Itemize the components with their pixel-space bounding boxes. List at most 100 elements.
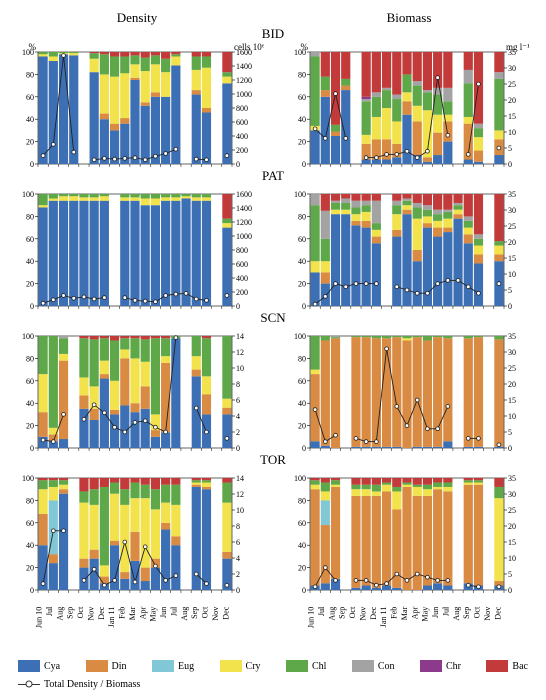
bar-Cry [161,356,170,363]
bar-Chl [181,194,190,196]
line-marker [164,294,168,298]
line-marker [174,147,178,151]
svg-text:Feb: Feb [118,607,127,619]
bar-Bac [141,336,150,339]
line-marker [72,296,76,300]
line-marker [205,430,209,434]
line-marker [395,405,399,409]
bar-Din [331,338,340,448]
bar-Cry [90,59,99,72]
bar-Chl [402,74,411,92]
bar-Cry [311,261,320,272]
svg-text:100: 100 [294,474,306,483]
bar-Chl [49,194,58,198]
bar-Con [443,210,452,212]
svg-text:40: 40 [298,257,306,266]
panel-wrap-TOR-Biomass: 02040608010005101520253035 [282,466,536,596]
bar-Cry [130,498,139,532]
bar-Cry [433,487,442,489]
line-marker [123,540,127,544]
svg-text:%: % [29,42,37,52]
svg-text:Apr: Apr [410,606,419,619]
bar-Cry [90,197,99,200]
bar-Din [392,337,401,447]
svg-text:25: 25 [508,506,516,515]
bar-Cya [120,201,129,306]
bar-Cry [39,489,48,514]
svg-text:60: 60 [26,377,34,386]
line-marker [62,294,66,298]
bar-Din [202,487,211,489]
bar-Chl [222,219,231,223]
bar-Din [39,412,48,437]
svg-text:0: 0 [30,160,34,169]
bar-Cya [413,261,422,306]
bar-Din [90,409,99,420]
bar-Din [79,559,88,568]
svg-text:30: 30 [508,64,516,73]
bar-Chl [120,338,129,349]
bar-Bac [494,478,503,487]
bar-Chl [49,336,58,428]
bar-Chl [392,205,401,214]
line-marker [405,579,409,583]
bar-Din [443,121,452,141]
bar-Chl [494,487,503,498]
bar-Con [453,203,462,205]
bar-Chl [331,480,340,484]
svg-text:5: 5 [508,144,512,153]
bar-Con [392,95,401,99]
bar-Din [402,340,411,448]
bar-Cya [120,579,129,590]
bar-Bac [443,194,452,210]
bar-Chl [120,489,129,505]
bar-Chl [69,194,78,196]
bar-Cry [171,505,180,536]
bar-Chl [392,99,401,121]
bar-Chl [331,203,340,210]
bar-Din [59,489,68,493]
bar-Chl [341,203,350,210]
svg-text:0: 0 [236,302,240,311]
line-marker [477,585,481,589]
bar-Cya [494,155,503,164]
bar-Cya [79,201,88,306]
bar-Din [331,487,340,579]
svg-text:80: 80 [298,354,306,363]
bar-Chl [90,339,99,386]
bar-Bac [202,478,211,480]
bar-Din [120,358,129,405]
legend-Cya: Cya [18,660,60,672]
line-marker [405,288,409,292]
bar-Cya [141,581,150,590]
line-marker [395,285,399,289]
bar-Din [474,254,483,263]
svg-text:40: 40 [298,541,306,550]
bar-Chl [423,485,432,489]
svg-text:60: 60 [26,235,34,244]
bar-Cry [402,92,411,101]
svg-text:25: 25 [508,222,516,231]
bar-Din [382,338,391,447]
bar-Con [464,70,473,83]
svg-text:May: May [421,606,430,622]
panel-wrap-PAT-Density: 0204060801000200400600800100012001400160… [10,182,264,312]
bar-Cry [372,230,381,237]
bar-Cya [171,201,180,306]
bar-Chr [362,97,371,99]
svg-text:15: 15 [508,396,516,405]
svg-text:15: 15 [508,254,516,263]
bar-Con [311,194,320,205]
svg-text:800: 800 [236,246,248,255]
svg-text:May: May [149,606,158,622]
svg-text:Oct: Oct [348,606,357,618]
line-marker [456,279,460,283]
svg-text:80: 80 [26,212,34,221]
bar-Bac [110,52,119,56]
bar-Cya [392,157,401,164]
bar-Din [362,221,371,228]
bar-Cry [79,377,88,395]
bar-Chl [39,52,48,54]
bar-Chl [372,336,381,338]
svg-text:1000: 1000 [236,232,252,241]
